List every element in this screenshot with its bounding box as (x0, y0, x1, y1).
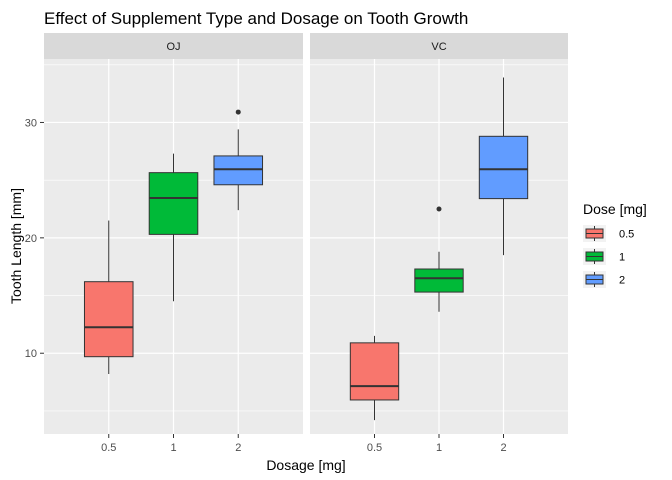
facet-strip (44, 33, 303, 59)
x-tick-label: 0.5 (367, 442, 382, 454)
outlier-point (436, 206, 442, 212)
legend-item-1: 1 (583, 248, 625, 265)
y-tick-label: 10 (25, 348, 37, 360)
box-iqr (349, 342, 400, 401)
box-iqr (148, 172, 199, 235)
box-iqr (83, 281, 134, 358)
y-tick-label: 20 (25, 233, 37, 245)
x-tick-label: 2 (235, 442, 241, 454)
x-axis-title: Dosage [mg] (266, 457, 345, 473)
legend-item-2: 2 (583, 271, 625, 288)
box-iqr (478, 135, 529, 200)
legend-item-0-5: 0.5 (583, 225, 634, 242)
facet-panels: OJ VC (44, 33, 568, 434)
y-tick-label: 30 (25, 117, 37, 129)
y-axis: 10 20 30 (25, 117, 44, 360)
x-tick-label: 1 (170, 442, 176, 454)
legend: Dose [mg] 0.5 1 2 (583, 201, 647, 288)
x-tick-label: 2 (500, 442, 506, 454)
box-iqr (414, 268, 464, 293)
x-tick-label: 1 (436, 442, 442, 454)
facet-panel-vc: VC (310, 33, 568, 434)
facet-strip (310, 33, 568, 59)
legend-title: Dose [mg] (583, 201, 647, 217)
box-vc-1 (414, 206, 464, 312)
y-axis-title: Tooth Length [mm] (8, 188, 24, 304)
legend-label: 1 (619, 252, 625, 264)
box-oj-2 (213, 109, 264, 211)
box-oj-0-5 (83, 220, 134, 374)
box-iqr (213, 155, 264, 186)
chart-title: Effect of Supplement Type and Dosage on … (44, 9, 468, 28)
legend-label: 0.5 (619, 229, 634, 241)
box-vc-0-5 (349, 335, 400, 421)
facet-panel-oj: OJ (44, 33, 303, 434)
facet-strip-label: OJ (166, 41, 180, 53)
facet-strip-label: VC (431, 41, 446, 53)
box-oj-1 (148, 153, 199, 302)
x-axis: 0.5 1 2 0.5 1 2 (101, 434, 507, 454)
x-tick-label: 0.5 (101, 442, 116, 454)
outlier-point (235, 109, 241, 115)
box-vc-2 (478, 77, 529, 256)
legend-label: 2 (619, 275, 625, 287)
